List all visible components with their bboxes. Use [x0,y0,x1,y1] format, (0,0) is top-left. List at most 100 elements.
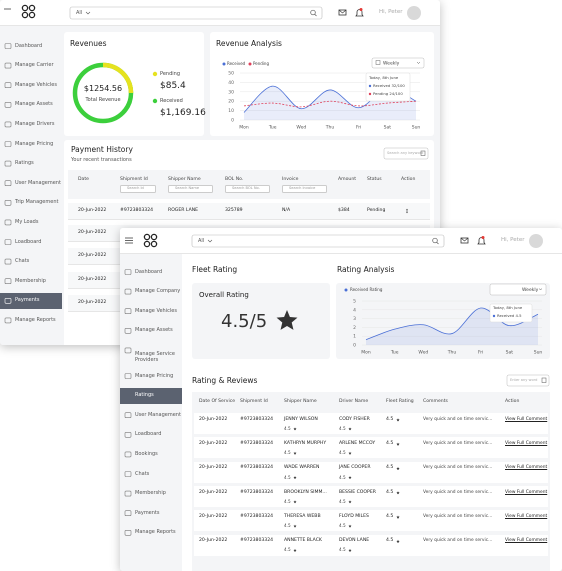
sidebar-item[interactable]: Chats [135,470,150,477]
table-cell: 20-Jun-2022 [199,416,228,422]
column-header: Shipment Id [240,398,268,404]
search-filter[interactable]: All [76,9,83,16]
rating-text: 4.5 [339,450,346,456]
table-row [68,203,430,220]
sidebar-item[interactable]: Manage Service Providers [135,350,175,363]
column-header: Fleet Rating [386,398,414,404]
card-title: Revenue Analysis [216,39,282,49]
sidebar-item[interactable]: Trip Management [15,199,59,206]
table-cell: 20-Jun-2022 [199,441,228,446]
table-cell: BROOKLYN SIMM... [284,489,327,495]
rating-text: 4.5 [386,513,394,519]
table-cell: DEVON LANE [339,538,370,544]
sidebar-item[interactable]: User Management [15,179,61,186]
received-value: $1,169.16 [160,107,206,118]
section-subtitle: Your recent transactions [71,156,132,163]
top-bar [0,0,440,26]
filter-placeholder: Search BOL No. [232,186,260,191]
table-cell: #9723803324 [240,513,274,519]
column-header: Action [401,176,416,182]
comment-text: Very quick and on time servic... [423,514,493,519]
sidebar-item[interactable]: User Management [135,411,181,418]
sidebar-item[interactable]: Loadboard [135,431,162,438]
total-revenue: $1254.56 [83,84,123,93]
filter-placeholder: Search Name [175,186,200,191]
view-comment-link[interactable]: View Full Comment [505,489,548,495]
table-cell: 20-Jun-2022 [78,207,107,213]
sidebar-item[interactable]: Manage Pricing [135,372,174,379]
rating-text: 4.5 [386,489,394,495]
sidebar-item[interactable]: Ratings [15,160,34,167]
sidebar-item[interactable]: Chats [15,258,30,265]
table-cell: FLOYD MILES [339,513,369,519]
rating-text: 4.5 [284,547,291,553]
sidebar-item[interactable]: Manage Vehicles [15,81,57,88]
sidebar-item[interactable]: My Loads [15,218,39,225]
section-title: Payment History [71,145,133,155]
rating-text: 4.5 [284,523,291,529]
filter-input[interactable] [120,185,156,193]
filter-placeholder: Search Invoice [289,186,316,191]
view-comment-link[interactable]: View Full Comment [505,441,548,447]
view-comment-link[interactable]: View Full Comment [505,416,548,422]
sidebar-item[interactable]: Manage Assets [15,101,53,108]
card-title: Revenues [70,39,107,49]
sidebar-active [0,292,62,309]
sidebar-item[interactable]: Dashboard [15,42,43,49]
search-filter[interactable]: All [198,237,205,244]
sidebar-item[interactable]: Bookings [135,450,158,457]
table-cell: N/A [282,207,291,213]
search-placeholder[interactable]: Enter any word [510,377,538,382]
comment-text: Very quick and on time servic... [423,489,493,495]
column-header: Shipper Name [168,176,201,182]
column-header: Shipment Id [120,176,148,182]
table-cell: 20-Jun-2022 [78,229,107,235]
sidebar-item[interactable]: Manage Reports [135,529,176,536]
table-cell: 20-Jun-2022 [78,299,107,305]
rating-text: 4.5 [284,425,291,431]
rating-chart-box [336,283,550,359]
rating-text: 4.5 [284,450,291,456]
sidebar-item[interactable]: Manage Company [135,288,181,295]
view-comment-link[interactable]: View Full Comment [505,514,548,519]
table-cell: #9723803324 [240,465,274,471]
rating-text: 4.5 [339,498,346,504]
filter-input[interactable] [168,185,213,193]
sidebar-item[interactable]: Ratings [135,392,154,399]
table-row [194,510,548,532]
search-placeholder[interactable]: Search any keyword [387,150,424,155]
table-row [194,485,548,507]
user-greeting: Hi, Peter [501,237,525,244]
sidebar-item[interactable]: Manage Pricing [15,140,54,147]
sidebar-item[interactable]: Manage Vehicles [135,307,177,314]
rating-text: 4.5 [339,474,346,480]
filter-input[interactable] [225,185,270,193]
sidebar-item[interactable]: Manage Reports [15,316,56,323]
sidebar-item[interactable]: Manage Drivers [15,120,55,127]
section-title: Rating Analysis [337,265,395,275]
view-comment-link[interactable]: View Full Comment [505,465,548,471]
view-comment-link[interactable]: View Full Comment [505,538,548,544]
overall-rating-box [192,283,330,359]
sidebar-item[interactable]: Loadboard [15,238,42,245]
table-cell: #9723803324 [240,416,274,422]
table-cell: BESSIE COOPER [339,489,376,495]
dashboard-ratings: Received Rating Weekly 0 1 2 3 4 5 Mon Tue Wed Thu F… [120,228,562,571]
table-cell: Pending [367,207,386,213]
sidebar-item[interactable]: Membership [135,490,166,497]
column-header: Date Of Service [199,398,236,404]
table-row [194,437,548,459]
table-cell: ANNETTE BLACK [284,538,322,544]
sidebar-item[interactable]: Manage Carrier [15,62,54,69]
sidebar-item[interactable]: Payments [15,297,40,304]
sidebar-item[interactable]: Dashboard [135,268,163,275]
sidebar-item[interactable]: Payments [135,509,160,516]
table-cell: #9723803324 [240,538,274,544]
sidebar-item[interactable]: Manage Assets [135,327,173,334]
sidebar-item[interactable]: Membership [15,277,46,284]
top-bar [120,228,562,254]
filter-input[interactable] [282,185,327,193]
table-cell: 20-Jun-2022 [199,489,228,495]
table-cell: JANE COOPER [339,465,371,471]
dashboard-payments: All Hi, Peter Dashboard Manage Carrier Manag… [0,0,440,345]
